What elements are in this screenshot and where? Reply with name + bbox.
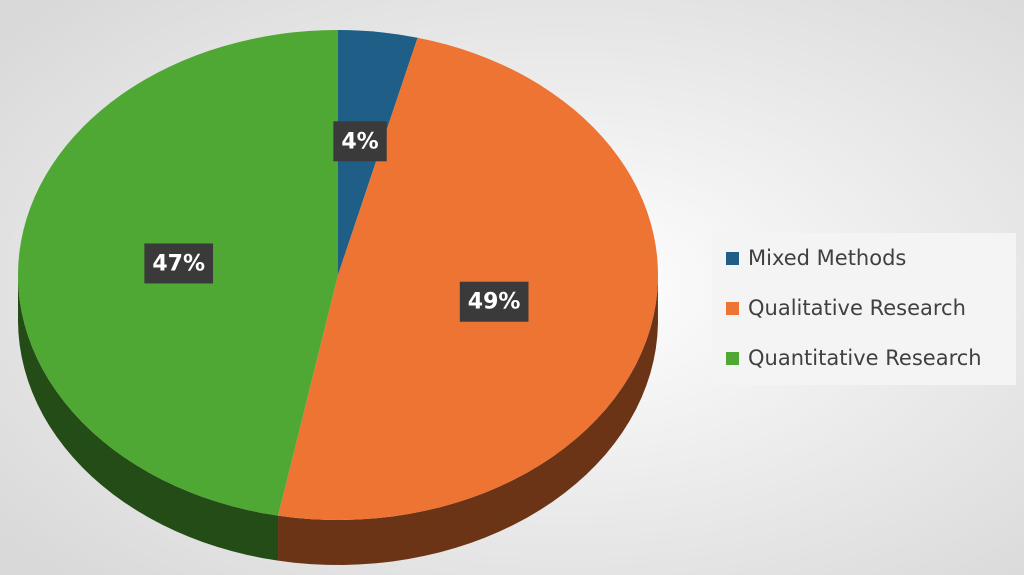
pie-slice [278,37,659,521]
value-label: 4% [341,129,378,154]
value-label-box [333,121,387,162]
legend-swatch [726,352,739,365]
value-label: 47% [152,251,205,276]
legend-label: Quantitative Research [748,346,982,370]
legend-swatch [726,252,739,265]
slice-side [18,276,279,561]
value-label-box [459,281,529,322]
value-label-box [144,243,214,284]
legend-label: Mixed Methods [748,246,906,270]
value-label: 49% [468,290,521,315]
legend-label: Qualitative Research [748,296,966,320]
legend-box [712,233,1016,385]
slice-side [278,278,658,565]
legend-swatch [726,302,739,315]
